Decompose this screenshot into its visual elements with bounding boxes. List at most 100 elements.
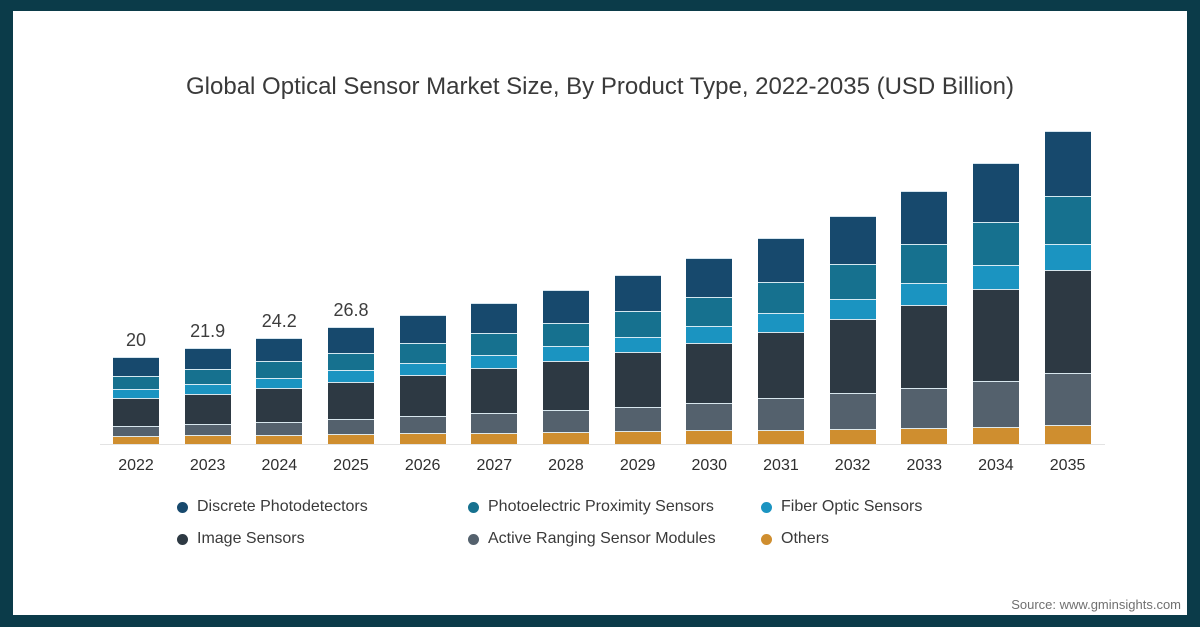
bar-segment-photoelectric-proximity-sensors <box>184 369 231 385</box>
bar-segment-photoelectric-proximity-sensors <box>1044 195 1091 245</box>
x-axis-label-2034: 2034 <box>978 457 1014 474</box>
bar-segment-image-sensors <box>614 352 661 407</box>
x-axis-label-2029: 2029 <box>619 457 656 474</box>
bar-segment-discrete-photodetectors <box>256 338 303 362</box>
legend-item-discrete-photodetectors: Discrete Photodetectors <box>177 497 368 517</box>
bar-segment-discrete-photodetectors <box>686 257 733 298</box>
bar-segment-image-sensors <box>829 319 876 394</box>
x-axis-label-2022: 2022 <box>118 457 154 474</box>
bar-segment-others <box>686 430 733 444</box>
bar-segment-photoelectric-proximity-sensors <box>256 361 303 378</box>
legend-dot-icon <box>761 533 772 545</box>
chart-title: Global Optical Sensor Market Size, By Pr… <box>186 73 1014 100</box>
bar-segment-discrete-photodetectors <box>972 163 1019 222</box>
total-label-2023: 21.9 <box>190 321 226 342</box>
bar-segment-fiber-optic-sensors <box>184 384 231 394</box>
bar-segment-photoelectric-proximity-sensors <box>113 375 159 390</box>
bar-segment-others <box>113 435 159 444</box>
legend-dot-icon <box>468 533 479 545</box>
bar-segment-discrete-photodetectors <box>399 315 446 344</box>
bar-segment-others <box>327 433 374 444</box>
bar-segment-others <box>972 426 1019 444</box>
bar-segment-active-ranging-sensor-modules <box>686 403 733 431</box>
bar-segment-active-ranging-sensor-modules <box>327 419 374 434</box>
bar-segment-fiber-optic-sensors <box>113 389 159 399</box>
bar-segment-others <box>399 433 446 444</box>
bar-segment-active-ranging-sensor-modules <box>184 423 231 436</box>
x-axis-label-2024: 2024 <box>261 457 298 474</box>
bar-segment-photoelectric-proximity-sensors <box>686 297 733 326</box>
legend-dot-icon <box>177 501 188 513</box>
bar-segment-active-ranging-sensor-modules <box>901 387 948 428</box>
bar-segment-image-sensors <box>471 368 518 414</box>
total-label-2024: 24.2 <box>261 311 297 332</box>
bar-segment-discrete-photodetectors <box>542 289 589 323</box>
bar-segment-fiber-optic-sensors <box>901 283 948 305</box>
x-axis-label-2026: 2026 <box>404 457 441 474</box>
bar-segment-discrete-photodetectors <box>1044 130 1091 196</box>
legend-dot-icon <box>468 501 479 513</box>
bar-segment-fiber-optic-sensors <box>1044 244 1091 270</box>
bar-segment-others <box>901 427 948 444</box>
bar-segment-fiber-optic-sensors <box>399 362 446 376</box>
bar-segment-discrete-photodetectors <box>901 191 948 245</box>
legend-label: Fiber Optic Sensors <box>781 498 923 515</box>
bar-segment-image-sensors <box>1044 269 1091 374</box>
bar-segment-fiber-optic-sensors <box>757 313 804 332</box>
bar-segment-fiber-optic-sensors <box>614 336 661 353</box>
bar-segment-others <box>471 432 518 444</box>
bar-segment-active-ranging-sensor-modules <box>972 380 1019 427</box>
bar-segment-image-sensors <box>686 342 733 403</box>
bar-segment-image-sensors <box>972 288 1019 381</box>
bar-segment-discrete-photodetectors <box>327 327 374 353</box>
total-label-2025: 26.8 <box>333 300 369 321</box>
legend-label: Others <box>781 530 830 547</box>
x-axis-label-2030: 2030 <box>691 457 728 474</box>
bar-segment-image-sensors <box>399 375 446 417</box>
bar-segment-discrete-photodetectors <box>757 238 804 282</box>
legend-item-active-ranging-sensor-modules: Active Ranging Sensor Modules <box>468 529 716 549</box>
bar-segment-photoelectric-proximity-sensors <box>542 322 589 347</box>
legend-label: Active Ranging Sensor Modules <box>488 530 716 547</box>
x-axis-label-2025: 2025 <box>333 457 369 474</box>
total-label-2022: 20 <box>125 329 147 350</box>
legend-item-others: Others <box>761 529 829 549</box>
bar-segment-active-ranging-sensor-modules <box>471 413 518 433</box>
bar-segment-fiber-optic-sensors <box>972 265 1019 289</box>
legend-label: Photoelectric Proximity Sensors <box>488 498 714 515</box>
x-axis-label-2033: 2033 <box>906 457 943 474</box>
bar-segment-active-ranging-sensor-modules <box>113 425 159 436</box>
chart-page: Global Optical Sensor Market Size, By Pr… <box>13 11 1187 615</box>
chart-legend: Discrete Photodetectors Image Sensors Phot… <box>13 11 1187 615</box>
bar-segment-photoelectric-proximity-sensors <box>901 244 948 284</box>
bar-segment-active-ranging-sensor-modules <box>542 410 589 432</box>
bar-segment-image-sensors <box>184 393 231 424</box>
bar-segment-photoelectric-proximity-sensors <box>471 333 518 355</box>
legend-label: Discrete Photodetectors <box>197 498 368 515</box>
bar-segment-active-ranging-sensor-modules <box>1044 373 1091 426</box>
x-axis-label-2032: 2032 <box>834 457 871 474</box>
bar-segment-photoelectric-proximity-sensors <box>829 264 876 300</box>
bar-segment-others <box>256 434 303 444</box>
legend-dot-icon <box>761 501 772 513</box>
bar-segment-others <box>829 428 876 444</box>
bar-segment-discrete-photodetectors <box>471 302 518 334</box>
bar-segment-others <box>614 431 661 444</box>
bar-segment-photoelectric-proximity-sensors <box>757 281 804 314</box>
bar-segment-image-sensors <box>757 331 804 399</box>
bar-segment-fiber-optic-sensors <box>686 325 733 343</box>
bar-segment-photoelectric-proximity-sensors <box>614 310 661 337</box>
bar-segment-discrete-photodetectors <box>829 216 876 265</box>
x-axis-label-2027: 2027 <box>476 457 513 474</box>
legend-item-fiber-optic-sensors: Fiber Optic Sensors <box>761 497 922 517</box>
legend-label: Image Sensors <box>197 530 305 547</box>
source-attribution: Source: www.gminsights.com <box>1011 597 1181 612</box>
bar-segment-photoelectric-proximity-sensors <box>327 352 374 371</box>
bar-segment-fiber-optic-sensors <box>327 370 374 382</box>
bar-segment-others <box>184 435 231 444</box>
bar-segment-fiber-optic-sensors <box>829 299 876 320</box>
bar-segment-others <box>542 431 589 444</box>
bar-segment-photoelectric-proximity-sensors <box>972 221 1019 266</box>
bar-segment-image-sensors <box>327 381 374 420</box>
bar-segment-others <box>1044 425 1091 444</box>
